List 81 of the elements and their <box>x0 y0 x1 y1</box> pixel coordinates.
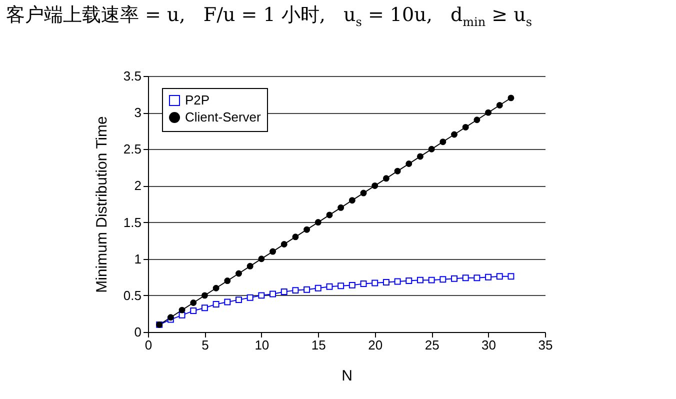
point <box>258 292 265 299</box>
x-tick-label: 0 <box>144 338 152 352</box>
point <box>338 282 344 290</box>
x-tick-label: 20 <box>368 338 383 352</box>
point <box>326 283 333 290</box>
point <box>314 219 322 226</box>
point <box>485 274 492 280</box>
point <box>178 312 186 318</box>
point <box>462 274 469 282</box>
point <box>474 116 480 124</box>
point <box>190 308 197 314</box>
point <box>280 240 288 248</box>
point <box>236 296 242 304</box>
point <box>508 94 514 102</box>
point <box>338 204 344 211</box>
x-tick-label: 15 <box>311 338 326 352</box>
point <box>382 279 390 286</box>
point <box>416 153 424 160</box>
point <box>224 278 231 284</box>
point <box>236 270 242 277</box>
point <box>314 284 322 292</box>
point <box>451 275 458 282</box>
point <box>212 300 220 308</box>
y-tick-label: 1 <box>134 251 142 266</box>
x-tick-label: 35 <box>538 338 553 352</box>
point <box>372 280 378 286</box>
point <box>428 146 435 152</box>
x-tick-label: 5 <box>202 338 209 352</box>
point <box>394 168 401 174</box>
point <box>440 138 446 146</box>
y-tick-label: 3 <box>134 105 142 120</box>
point <box>360 190 367 196</box>
y-tick-label: 0 <box>134 324 142 340</box>
chart-title: 客户端上载速率 = u, F/u = 1 小时, u$_{s}$ = 10u, d$_{min}$ ≥ u$_{s}$ <box>5 3 534 31</box>
point <box>190 300 197 306</box>
point <box>280 288 288 296</box>
point <box>212 284 220 292</box>
point <box>462 124 469 130</box>
point <box>440 276 446 283</box>
point <box>485 109 492 116</box>
x-tick-label: 10 <box>254 338 270 352</box>
point <box>406 160 412 168</box>
point <box>201 304 208 312</box>
point <box>394 278 401 285</box>
point <box>201 292 208 299</box>
point <box>270 248 276 255</box>
y-axis-title: Minimum Distribution Time <box>93 116 110 293</box>
point <box>292 234 299 240</box>
x-axis-title: N <box>342 368 352 384</box>
legend-label: P2P <box>185 92 210 108</box>
point <box>348 197 356 204</box>
y-tick-label: 2.5 <box>123 142 142 157</box>
point <box>451 131 458 138</box>
point <box>496 102 503 108</box>
legend-label: Client-Server <box>185 110 262 124</box>
x-tick-label: 30 <box>482 338 496 352</box>
point <box>326 212 333 218</box>
point <box>258 256 265 262</box>
y-tick-label: 0.5 <box>123 288 142 303</box>
point <box>270 290 276 298</box>
y-tick-label: 3.5 <box>123 68 142 84</box>
point <box>416 276 424 284</box>
y-tick-label: 2 <box>134 178 142 194</box>
point <box>304 286 310 293</box>
point <box>348 282 356 288</box>
x-tick-label: 25 <box>424 338 440 352</box>
point <box>224 298 231 306</box>
point <box>292 287 299 294</box>
point <box>372 182 378 189</box>
point <box>496 273 503 280</box>
point <box>178 306 186 314</box>
point <box>382 175 390 182</box>
point <box>246 294 254 301</box>
point <box>508 273 514 280</box>
point <box>360 280 367 287</box>
point <box>406 278 412 284</box>
y-tick-label: 1.5 <box>123 214 142 230</box>
point <box>246 262 254 270</box>
point <box>474 274 480 282</box>
point <box>428 276 435 284</box>
point <box>304 226 310 233</box>
